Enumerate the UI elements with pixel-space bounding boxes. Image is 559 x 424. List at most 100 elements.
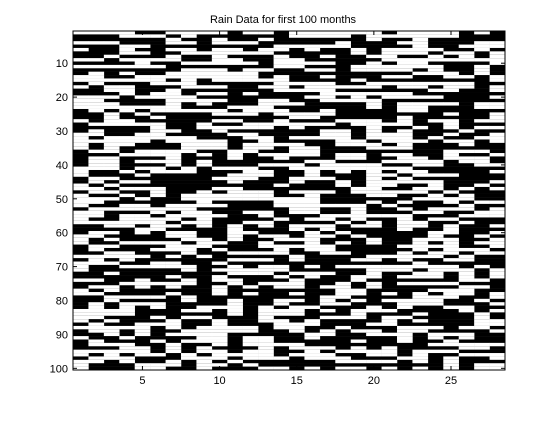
- heatmap-cell: [242, 251, 259, 255]
- heatmap-cell: [366, 329, 382, 333]
- heatmap-cell: [150, 247, 166, 252]
- heatmap-cell: [335, 295, 351, 300]
- heatmap-cell: [242, 342, 259, 347]
- heatmap-cell: [474, 251, 490, 255]
- heatmap-cell: [119, 78, 135, 83]
- heatmap-cell: [196, 193, 213, 198]
- heatmap-cell: [73, 169, 89, 174]
- heatmap-cell: [119, 85, 135, 89]
- heatmap-cell: [273, 247, 290, 252]
- heatmap-cell: [165, 81, 182, 86]
- heatmap-cell: [397, 176, 413, 181]
- heatmap-cell: [350, 298, 367, 303]
- heatmap-cell: [350, 203, 367, 208]
- heatmap-cell: [242, 231, 259, 235]
- heatmap-cell: [366, 258, 382, 262]
- heatmap-cell: [443, 51, 459, 55]
- heatmap-cell: [273, 156, 290, 161]
- heatmap-cell: [103, 325, 120, 330]
- heatmap-cell: [366, 176, 382, 181]
- heatmap-cell: [304, 190, 321, 194]
- heatmap-cell: [134, 241, 151, 245]
- heatmap-cell: [73, 214, 89, 218]
- heatmap-cell: [227, 41, 243, 45]
- heatmap-cell: [381, 58, 398, 62]
- heatmap-cell: [381, 315, 398, 320]
- heatmap-cell: [350, 217, 367, 222]
- heatmap-cell: [458, 203, 475, 208]
- heatmap-cell: [134, 159, 151, 164]
- heatmap-cell: [134, 58, 151, 62]
- heatmap-cell: [289, 61, 305, 66]
- heatmap-cell: [458, 254, 475, 259]
- heatmap-cell: [103, 190, 120, 194]
- heatmap-cell: [458, 197, 475, 201]
- heatmap-cell: [88, 285, 105, 289]
- heatmap-cell: [458, 346, 475, 350]
- heatmap-cell: [88, 234, 105, 239]
- heatmap-cell: [119, 207, 135, 211]
- heatmap-row-bg: [73, 261, 505, 266]
- heatmap-cell: [119, 105, 135, 110]
- heatmap-cell: [397, 169, 413, 174]
- heatmap-cell: [397, 315, 413, 320]
- heatmap-cell: [73, 41, 89, 45]
- heatmap-cell: [181, 220, 197, 225]
- heatmap-cell: [289, 136, 305, 140]
- heatmap-cell: [181, 298, 197, 303]
- heatmap-cell: [427, 295, 444, 300]
- heatmap-cell: [397, 217, 413, 222]
- heatmap-cell: [335, 288, 351, 293]
- heatmap-cell: [273, 102, 290, 106]
- heatmap-cell: [319, 92, 336, 96]
- heatmap-cell: [474, 136, 490, 140]
- heatmap-cell: [366, 105, 382, 110]
- heatmap-cell: [366, 180, 382, 184]
- heatmap-cell: [366, 129, 382, 133]
- heatmap-cell: [474, 200, 490, 205]
- heatmap-cell: [258, 136, 274, 140]
- heatmap-cell: [443, 122, 459, 127]
- heatmap-cell: [150, 227, 166, 232]
- heatmap-cell: [165, 275, 182, 279]
- heatmap-cell: [150, 220, 166, 225]
- heatmap-cell: [211, 261, 228, 266]
- heatmap-cell: [319, 329, 336, 333]
- heatmap-cell: [412, 319, 429, 323]
- heatmap-cell: [165, 241, 182, 245]
- heatmap-cell: [443, 197, 459, 201]
- heatmap-cell: [304, 217, 321, 222]
- heatmap-cell: [88, 342, 105, 347]
- heatmap-cell: [119, 88, 135, 93]
- heatmap-cell: [474, 163, 490, 167]
- heatmap-cell: [381, 359, 398, 364]
- heatmap-cell: [73, 220, 89, 225]
- heatmap-cell: [227, 47, 243, 52]
- heatmap-cell: [242, 146, 259, 150]
- heatmap-cell: [304, 95, 321, 100]
- heatmap-cell: [258, 305, 274, 310]
- heatmap-cell: [119, 119, 135, 123]
- heatmap-cell: [412, 34, 429, 39]
- heatmap-cell: [289, 163, 305, 167]
- heatmap-cell: [443, 153, 459, 157]
- heatmap-cell: [350, 163, 367, 167]
- heatmap-cell: [103, 271, 120, 276]
- heatmap-cell: [119, 51, 135, 55]
- heatmap-cell: [474, 342, 490, 347]
- heatmap-cell: [258, 173, 274, 178]
- heatmap-cell: [304, 34, 321, 39]
- heatmap-cell: [73, 186, 89, 191]
- heatmap-cell: [443, 251, 459, 255]
- heatmap-cell: [242, 268, 259, 272]
- heatmap-cell: [103, 254, 120, 259]
- heatmap-cell: [366, 308, 382, 313]
- heatmap-cell: [289, 149, 305, 154]
- heatmap-cell: [458, 81, 475, 86]
- heatmap-cell: [427, 251, 444, 255]
- heatmap-cell: [196, 356, 213, 361]
- heatmap-cell: [443, 139, 459, 144]
- heatmap-cell: [304, 210, 321, 215]
- heatmap-cell: [227, 78, 243, 83]
- heatmap-cell: [273, 244, 290, 249]
